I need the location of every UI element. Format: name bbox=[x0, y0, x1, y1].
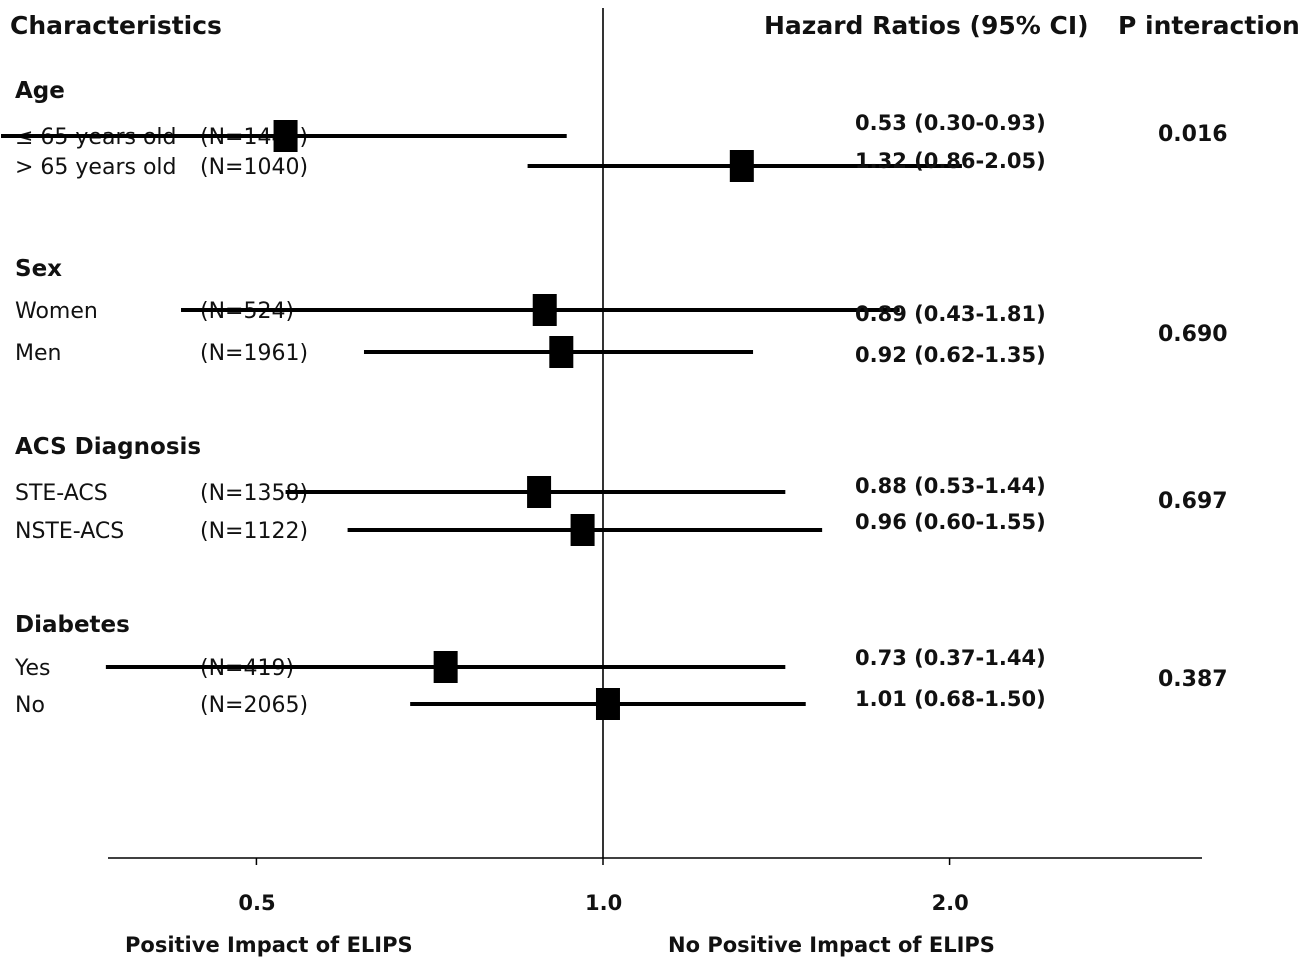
row-label: No bbox=[15, 693, 45, 718]
ci-range: (0.30-0.93) bbox=[914, 111, 1046, 135]
rows-layer: Age≤ 65 years old(N=1445)0.53 (0.30-0.93… bbox=[1, 78, 1228, 720]
row-label: NSTE-ACS bbox=[15, 519, 124, 544]
hr-ci-text: 1.01 (0.68-1.50) bbox=[855, 687, 1046, 711]
x-tick-label: 1.0 bbox=[585, 891, 622, 915]
footer-left-label: Positive Impact of ELIPS bbox=[125, 933, 413, 957]
hr-marker bbox=[532, 294, 557, 326]
row-n: (N=2065) bbox=[200, 693, 308, 718]
ci-range: (0.86-2.05) bbox=[914, 149, 1046, 173]
hr-value: 0.92 bbox=[855, 343, 914, 367]
ci-range: (0.53-1.44) bbox=[914, 474, 1046, 498]
row-label: STE-ACS bbox=[15, 481, 108, 506]
row-label: Women bbox=[15, 299, 98, 324]
ci-range: (0.62-1.35) bbox=[914, 343, 1046, 367]
hr-ci-text: 0.96 (0.60-1.55) bbox=[855, 510, 1046, 534]
group-label: Sex bbox=[15, 256, 62, 282]
row-label: > 65 years old bbox=[15, 155, 177, 180]
hr-value: 0.96 bbox=[855, 510, 914, 534]
p-interaction-value: 0.016 bbox=[1158, 122, 1228, 147]
hr-marker bbox=[549, 336, 574, 368]
x-axis-ticks: 0.5 1.0 2.0 bbox=[238, 858, 969, 915]
hr-marker bbox=[595, 688, 620, 720]
hr-value: 1.32 bbox=[855, 149, 914, 173]
row-n: (N=1040) bbox=[200, 155, 308, 180]
hr-marker bbox=[273, 120, 298, 152]
group-label: Age bbox=[15, 78, 65, 104]
row-n: (N=1122) bbox=[200, 519, 308, 544]
hr-ci-text: 0.88 (0.53-1.44) bbox=[855, 474, 1046, 498]
header-p-interaction: P interaction bbox=[1118, 11, 1300, 40]
p-interaction-value: 0.697 bbox=[1158, 489, 1228, 514]
hr-marker bbox=[527, 476, 552, 508]
footer-right-label: No Positive Impact of ELIPS bbox=[668, 933, 995, 957]
hr-value: 1.01 bbox=[855, 687, 914, 711]
hr-value: 0.88 bbox=[855, 474, 914, 498]
p-interaction-value: 0.690 bbox=[1158, 322, 1228, 347]
group-label: ACS Diagnosis bbox=[15, 434, 201, 460]
hr-ci-text: 0.73 (0.37-1.44) bbox=[855, 646, 1046, 670]
row-n: (N=1961) bbox=[200, 341, 308, 366]
hr-ci-text: 0.89 (0.43-1.81) bbox=[855, 302, 1046, 326]
row-label: Men bbox=[15, 341, 61, 366]
hr-ci-text: 0.92 (0.62-1.35) bbox=[855, 343, 1046, 367]
ci-range: (0.68-1.50) bbox=[914, 687, 1046, 711]
ci-range: (0.60-1.55) bbox=[914, 510, 1046, 534]
hr-value: 0.89 bbox=[855, 302, 914, 326]
hr-ci-text: 0.53 (0.30-0.93) bbox=[855, 111, 1046, 135]
x-tick-label: 0.5 bbox=[238, 891, 275, 915]
ci-range: (0.43-1.81) bbox=[914, 302, 1046, 326]
header-characteristics: Characteristics bbox=[10, 11, 222, 40]
hr-value: 0.53 bbox=[855, 111, 914, 135]
hr-marker bbox=[570, 514, 595, 546]
hr-marker bbox=[433, 651, 458, 683]
hr-value: 0.73 bbox=[855, 646, 914, 670]
header-hazard-ratios: Hazard Ratios (95% CI) bbox=[764, 11, 1089, 40]
ci-range: (0.37-1.44) bbox=[914, 646, 1046, 670]
hr-marker bbox=[729, 150, 754, 182]
p-interaction-value: 0.387 bbox=[1158, 667, 1228, 692]
hr-ci-text: 1.32 (0.86-2.05) bbox=[855, 149, 1046, 173]
x-tick-label: 2.0 bbox=[932, 891, 969, 915]
row-label: Yes bbox=[14, 656, 51, 681]
group-label: Diabetes bbox=[15, 612, 130, 638]
